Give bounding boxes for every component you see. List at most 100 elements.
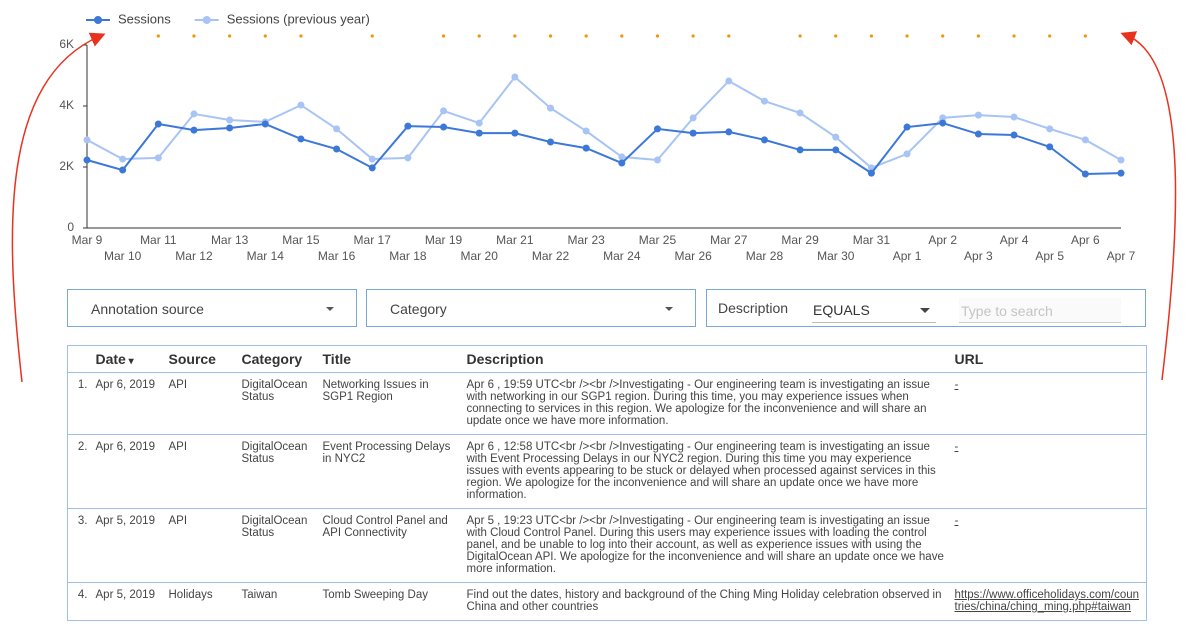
data-point [689,114,697,122]
x-tick-label: Apr 4 [1000,233,1029,247]
description-filter: Description EQUALS Type to search [706,289,1146,327]
table-cell: Apr 5 , 19:23 UTC<br /><br />Investigati… [462,508,951,583]
url-link[interactable]: - [954,441,959,453]
source-filter[interactable]: Annotation source [67,289,357,327]
x-tick-label: Apr 6 [1071,233,1100,247]
column-header-text: Date [95,351,126,367]
table-cell: Apr 6 , 19:59 UTC<br /><br />Investigati… [462,372,951,435]
table-cell: Networking Issues in SGP1 Region [318,372,463,435]
data-point [119,166,127,174]
annotations-table: Date ▾ Source Category Title Description URL … [67,345,1147,621]
data-point [368,155,376,163]
data-point [511,73,519,81]
table-cell: DigitalOcean Status [237,434,319,509]
column-header[interactable]: Source [165,346,238,373]
annotation-marker [1048,34,1052,38]
table-cell: Find out the dates, history and backgrou… [462,582,951,621]
data-point [119,155,127,163]
data-point [689,129,697,137]
x-tick-label: Mar 14 [247,249,285,263]
annotation-marker [228,34,232,38]
annotation-marker [156,34,160,38]
x-tick-label: Mar 29 [781,233,819,247]
data-point [796,109,804,117]
cell-text: DigitalOcean Status [241,441,308,465]
cell-text: Taiwan [241,589,278,601]
x-tick-label: Mar 25 [639,233,677,247]
data-point [1046,143,1054,151]
column-header-text: URL [954,351,984,367]
url-link[interactable]: - [954,515,959,527]
x-tick-label: Mar 24 [603,249,641,263]
x-tick-label: Apr 1 [893,249,922,263]
column-header-text: Description [466,351,544,367]
data-point [1117,169,1125,177]
cell-text: Apr 6 , 12:58 UTC<br /><br />Investigati… [466,441,936,501]
table-cell: DigitalOcean Status [237,372,319,435]
x-tick-label: Mar 18 [389,249,427,263]
annotation-marker [584,34,588,38]
category-filter[interactable]: Category [366,289,696,327]
column-header[interactable]: Date ▾ [95,351,134,367]
annotation-marker [548,34,553,38]
data-point [974,111,982,119]
x-tick-label: Mar 9 [72,233,103,247]
y-tick-label: 4K [59,98,74,112]
cell-text: Holidays [168,589,213,601]
table-cell: - [950,508,1147,583]
x-tick-label: Mar 21 [496,233,534,247]
x-tick-label: Mar 30 [817,249,855,263]
legend-text: Sessions (previous year) [227,11,370,26]
data-point [190,110,198,118]
row-number-cell: 1. [67,372,92,435]
data-point [1010,131,1018,139]
x-tick-label: Mar 20 [461,249,499,263]
x-tick-label: Mar 27 [710,233,748,247]
cell-text: DigitalOcean Status [241,515,308,539]
cell-text: API [168,441,188,453]
annotation-marker [1083,34,1087,38]
url-link[interactable]: https://www.officeholidays.com/countries… [954,589,1140,613]
data-point [511,129,519,137]
x-tick-label: Apr 2 [928,233,957,247]
search-placeholder: Type to search [961,303,1053,319]
cell-text: Cloud Control Panel and API Connectivity [322,515,448,539]
search-input[interactable]: Type to search [959,298,1121,323]
data-point [653,125,661,133]
x-tick-label: Mar 19 [425,233,463,247]
data-point [974,130,982,138]
annotation-marker [513,34,517,38]
cell-text: Event Processing Delays in NYC2 [322,441,451,465]
operator-select[interactable]: EQUALS [812,298,936,323]
row-number: 4. [77,589,88,601]
data-point [939,114,947,122]
legend-marker [202,16,211,24]
column-header[interactable]: Title [319,346,463,373]
data-point [1010,113,1018,121]
data-point [1081,170,1089,178]
table-cell: Apr 6 , 12:58 UTC<br /><br />Investigati… [462,434,951,509]
annotation-marker [1012,34,1016,38]
column-header[interactable]: Description [463,346,951,373]
data-point [190,126,198,134]
header-row: Date ▾ Source Category Title Description URL [68,346,1147,373]
data-point [867,169,875,177]
x-tick-label: Mar 26 [674,249,712,263]
url-link[interactable]: - [954,379,959,391]
series-line [86,75,1122,170]
row-number: 3. [77,515,88,527]
column-header[interactable]: Category [238,346,319,373]
table-row: 4. Apr 5, 2019 Holidays Taiwan Tomb Sweeping… [67,582,1147,621]
data-point [333,125,341,133]
data-point [404,154,412,162]
x-tick-label: Mar 10 [104,249,142,263]
table-cell: Cloud Control Panel and API Connectivity [318,508,463,583]
data-point [1117,156,1125,164]
cell-text: Apr 5 , 19:23 UTC<br /><br />Investigati… [466,515,944,575]
annotation-marker [976,34,980,38]
cell-text: Apr 6 , 19:59 UTC<br /><br />Investigati… [466,379,930,427]
filter-label: Description [718,300,789,316]
column-header[interactable]: URL [951,346,1147,373]
annotation-marker [299,34,303,38]
data-point [903,150,911,158]
